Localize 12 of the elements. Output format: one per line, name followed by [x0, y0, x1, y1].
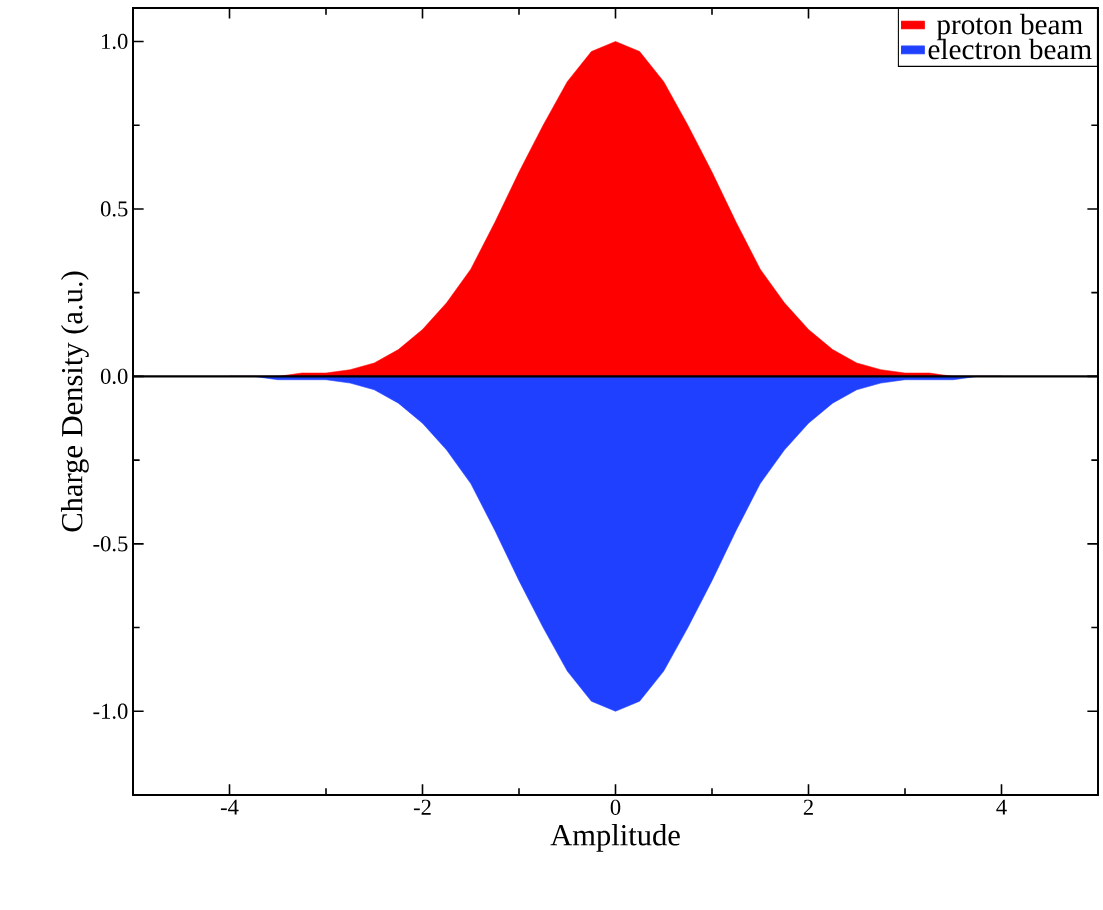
y-tick-label: 0.5: [100, 201, 128, 217]
x-axis-title: Amplitude: [550, 824, 680, 852]
y-tick-label: -0.5: [93, 536, 128, 552]
y-tick-label: 0.0: [100, 368, 128, 385]
x-tick-label: -2: [413, 799, 431, 815]
x-tick-label: 0: [610, 799, 621, 815]
x-tick-label: 2: [803, 799, 813, 815]
x-tick-label: 4: [996, 799, 1007, 815]
y-tick-label: 1.0: [102, 33, 128, 50]
x-tick-label: -4: [220, 799, 239, 815]
y-axis-title: Charge Density (a.u.): [60, 271, 89, 532]
y-tick-label: -1.0: [93, 703, 128, 719]
